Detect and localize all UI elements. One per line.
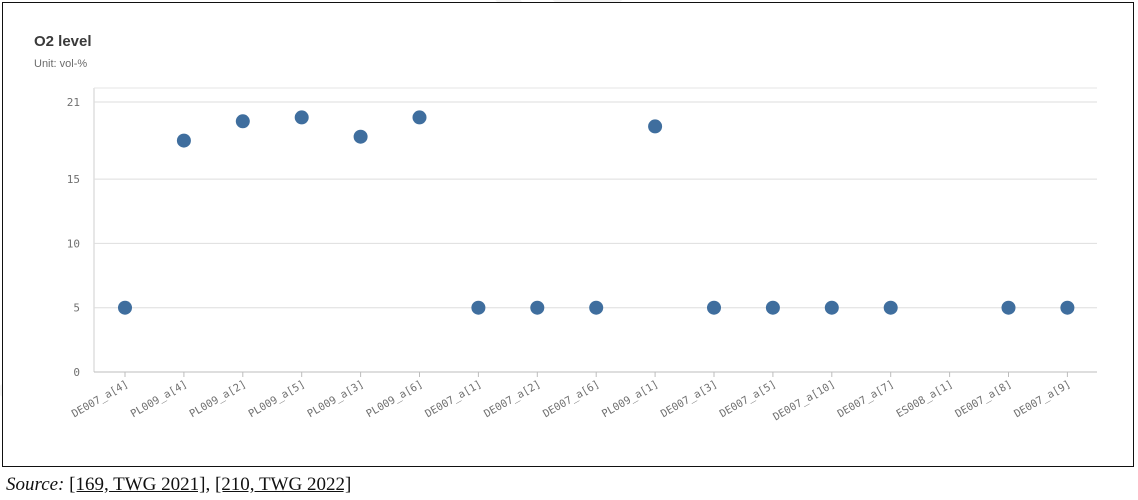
x-tick-label-0: DE007_a[4]: [70, 378, 131, 420]
data-point-12[interactable]: [824, 300, 839, 315]
data-point-4[interactable]: [353, 129, 368, 144]
data-point-7[interactable]: [530, 300, 545, 315]
data-point-9[interactable]: [648, 119, 663, 134]
data-point-6[interactable]: [471, 300, 486, 315]
scatter-plot: 05101521DE007_a[4]PL009_a[4]PL009_a[2]PL…: [67, 87, 1097, 423]
y-tick-label-15: 15: [67, 173, 80, 186]
y-tick-label-21: 21: [67, 96, 80, 109]
data-point-16[interactable]: [1060, 300, 1075, 315]
x-tick-label-4: PL009_a[3]: [305, 378, 366, 420]
x-tick-label-8: DE007_a[6]: [541, 378, 602, 420]
x-tick-label-11: DE007_a[5]: [718, 378, 779, 420]
data-point-13[interactable]: [883, 300, 898, 315]
x-tick-label-12: DE007_a[10]: [771, 378, 837, 423]
data-point-10[interactable]: [707, 300, 721, 315]
x-tick-label-13: DE007_a[7]: [835, 378, 896, 420]
x-tick-label-7: DE007_a[2]: [482, 378, 543, 420]
chart-frame: [2, 2, 1134, 467]
x-tick-label-9: PL009_a[1]: [600, 378, 661, 420]
y-tick-label-0: 0: [73, 366, 80, 379]
data-point-11[interactable]: [765, 300, 780, 315]
source-ref-2[interactable]: [210, TWG 2022]: [214, 474, 352, 495]
x-tick-label-5: PL009_a[6]: [364, 378, 425, 420]
chart-subtitle: Unit: vol-%: [34, 58, 88, 70]
y-tick-label-5: 5: [73, 302, 80, 315]
chart-title: O2 level: [34, 33, 92, 50]
data-point-3[interactable]: [294, 110, 309, 125]
data-point-8[interactable]: [589, 300, 604, 315]
x-tick-label-2: PL009_a[2]: [188, 378, 249, 420]
data-point-0[interactable]: [118, 300, 132, 315]
data-point-1[interactable]: [176, 133, 191, 148]
source-ref-1[interactable]: [169, TWG 2021]: [69, 474, 206, 495]
x-tick-label-1: PL009_a[4]: [129, 378, 190, 420]
x-tick-label-16: DE007_a[9]: [1012, 378, 1073, 420]
x-tick-label-6: DE007_a[1]: [423, 378, 484, 420]
x-tick-label-3: PL009_a[5]: [246, 378, 307, 420]
source-line: Source: [169, TWG 2021], [210, TWG 2022]: [6, 474, 351, 496]
x-tick-label-15: DE007_a[8]: [953, 378, 1014, 420]
data-point-2[interactable]: [235, 114, 250, 129]
data-point-5[interactable]: [412, 110, 427, 125]
source-label: Source:: [6, 474, 65, 495]
data-point-15[interactable]: [1001, 300, 1016, 315]
source-separator: ,: [205, 474, 215, 495]
x-tick-label-14: ES008_a[1]: [894, 378, 955, 420]
x-tick-label-10: DE007_a[3]: [659, 378, 720, 420]
y-tick-label-10: 10: [67, 237, 80, 250]
